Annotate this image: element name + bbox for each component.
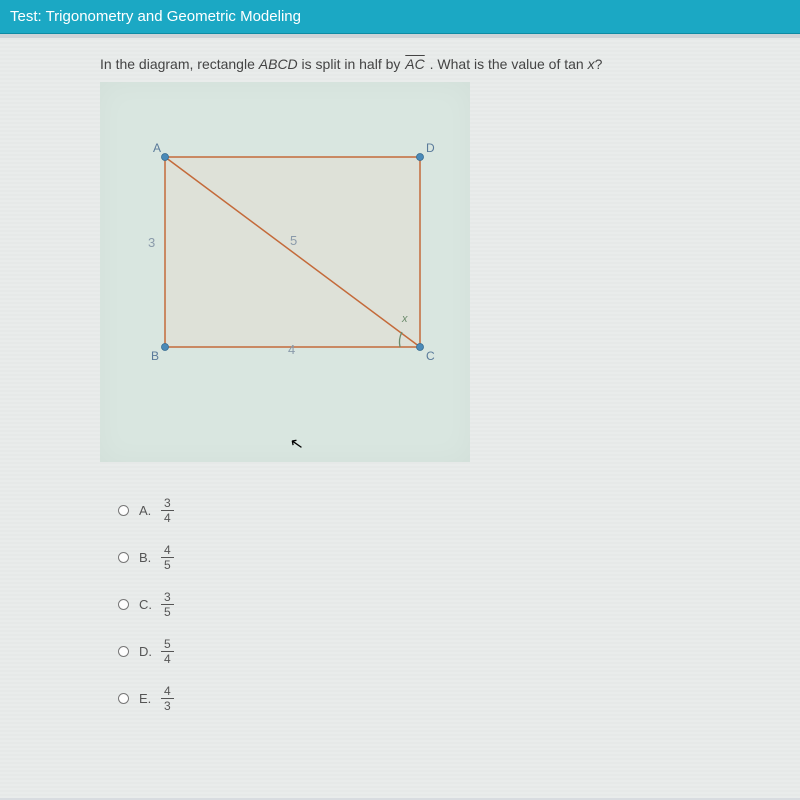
fraction-den: 3 — [164, 699, 171, 712]
test-header: Test: Trigonometry and Geometric Modelin… — [0, 0, 800, 34]
option-letter: E. — [139, 691, 161, 706]
option-fraction: 43 — [161, 685, 174, 712]
option-b[interactable]: B.45 — [118, 544, 800, 571]
svg-text:4: 4 — [288, 342, 295, 357]
option-letter: A. — [139, 503, 161, 518]
svg-text:x: x — [401, 313, 408, 325]
diagram-canvas: xADBC345 ↖ — [100, 82, 470, 462]
fraction-num: 5 — [161, 638, 174, 652]
option-fraction: 54 — [161, 638, 174, 665]
answer-options: A.34B.45C.35D.54E.43 — [118, 497, 800, 712]
radio-icon[interactable] — [118, 552, 129, 563]
option-c[interactable]: C.35 — [118, 591, 800, 618]
fraction-num: 3 — [161, 497, 174, 511]
fraction-num: 4 — [161, 685, 174, 699]
fraction-num: 4 — [161, 544, 174, 558]
radio-icon[interactable] — [118, 599, 129, 610]
fraction-den: 5 — [164, 605, 171, 618]
svg-text:5: 5 — [290, 233, 297, 248]
svg-text:D: D — [426, 141, 435, 155]
svg-text:A: A — [153, 141, 161, 155]
radio-icon[interactable] — [118, 693, 129, 704]
svg-text:3: 3 — [148, 235, 155, 250]
question-text: In the diagram, rectangle ABCD is split … — [100, 56, 800, 72]
option-letter: B. — [139, 550, 161, 565]
option-fraction: 34 — [161, 497, 174, 524]
option-letter: D. — [139, 644, 161, 659]
q-shape: ABCD — [259, 56, 298, 72]
fraction-num: 3 — [161, 591, 174, 605]
fraction-den: 4 — [164, 652, 171, 665]
q-segment: AC — [404, 56, 425, 72]
option-a[interactable]: A.34 — [118, 497, 800, 524]
radio-icon[interactable] — [118, 646, 129, 657]
page-body: In the diagram, rectangle ABCD is split … — [0, 38, 800, 798]
option-fraction: 35 — [161, 591, 174, 618]
svg-text:C: C — [426, 349, 435, 363]
q-qmark: ? — [595, 56, 603, 72]
option-letter: C. — [139, 597, 161, 612]
diagram-svg: x A D B C 3 4 5 — [100, 82, 470, 462]
q-var: x — [588, 56, 595, 72]
svg-text:B: B — [151, 349, 159, 363]
test-title: Test: Trigonometry and Geometric Modelin… — [10, 8, 301, 25]
option-fraction: 45 — [161, 544, 174, 571]
q-suffix: . What is the value of tan — [426, 56, 588, 72]
option-e[interactable]: E.43 — [118, 685, 800, 712]
option-d[interactable]: D.54 — [118, 638, 800, 665]
fraction-den: 4 — [164, 511, 171, 524]
radio-icon[interactable] — [118, 505, 129, 516]
q-mid: is split in half by — [298, 56, 405, 72]
fraction-den: 5 — [164, 558, 171, 571]
q-prefix: In the diagram, rectangle — [100, 56, 259, 72]
